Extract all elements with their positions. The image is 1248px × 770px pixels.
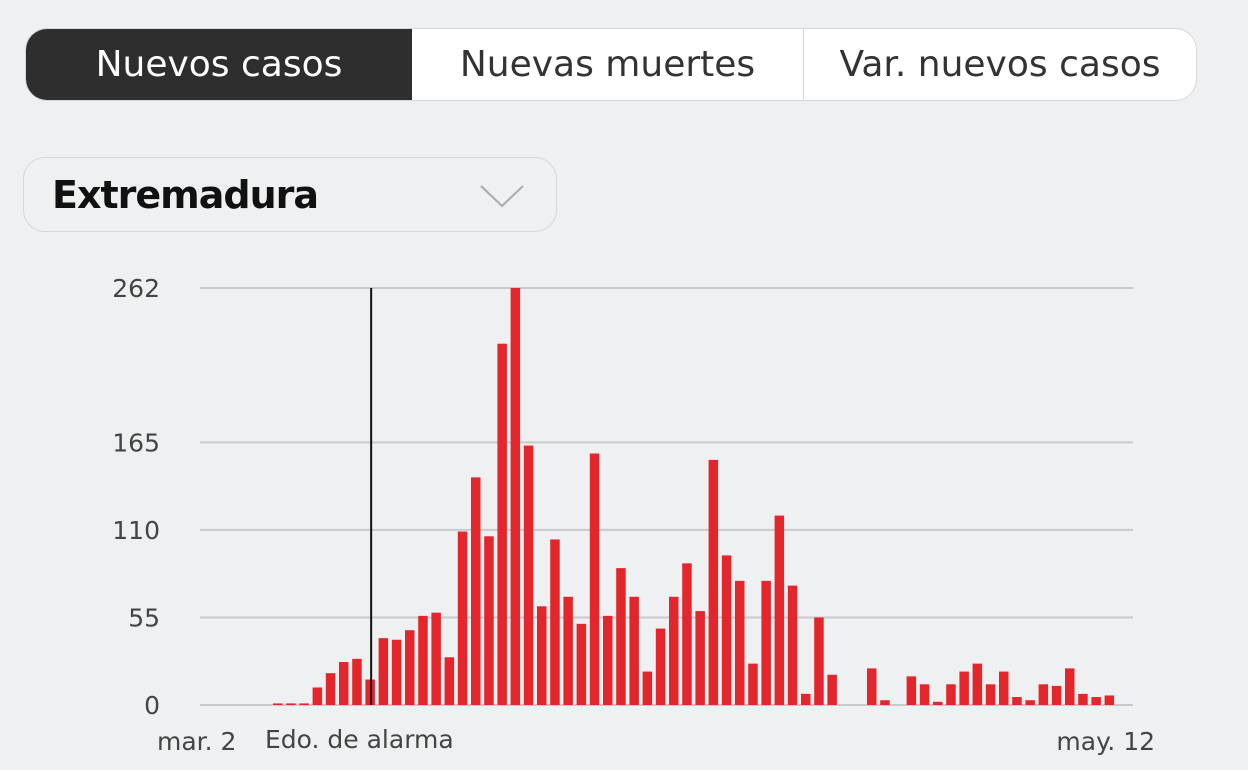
bar <box>391 639 402 705</box>
tab-nuevas-muertes[interactable]: Nuevas muertes <box>412 29 804 100</box>
bar <box>906 676 917 705</box>
bar <box>959 671 969 705</box>
bar <box>999 671 1009 705</box>
y-tick-label: 0 <box>144 691 160 720</box>
bar <box>378 638 389 705</box>
bar <box>655 628 666 705</box>
y-tick-label: 110 <box>112 516 160 545</box>
annotation-label: Edo. de alarma <box>265 725 454 754</box>
bar <box>1025 700 1035 705</box>
bar <box>299 703 309 705</box>
y-tick-label: 165 <box>112 428 160 457</box>
bar <box>603 615 613 705</box>
y-tick-label: 262 <box>112 274 160 303</box>
bar <box>1065 668 1075 705</box>
bar <box>985 684 996 705</box>
bar <box>431 612 441 705</box>
bar <box>510 288 521 705</box>
bar <box>1038 684 1049 705</box>
bar <box>708 459 719 705</box>
bar <box>867 668 877 705</box>
bar <box>537 606 547 705</box>
bar <box>444 657 455 705</box>
x-tick-end: may. 12 <box>1056 727 1155 756</box>
x-tick-start: mar. 2 <box>157 727 236 756</box>
bar <box>774 515 785 705</box>
tab-nuevos-casos[interactable]: Nuevos casos <box>26 29 412 100</box>
bar <box>787 585 798 705</box>
bar <box>312 687 323 705</box>
bar <box>669 596 679 705</box>
bar <box>418 615 428 705</box>
bar <box>827 674 837 705</box>
bar <box>695 611 705 705</box>
bar <box>616 568 626 705</box>
bar <box>484 536 494 705</box>
bar <box>352 658 362 705</box>
bar <box>761 580 771 705</box>
region-select-value: Extremadura <box>52 172 319 217</box>
bar <box>325 673 336 705</box>
bar <box>946 684 956 705</box>
bar <box>523 445 534 705</box>
y-tick-label: 55 <box>128 603 160 632</box>
bar <box>576 623 587 705</box>
bar <box>497 343 507 705</box>
bar <box>286 703 296 705</box>
bar <box>550 539 560 705</box>
bar <box>972 663 983 705</box>
region-select[interactable]: Extremadura <box>23 157 557 232</box>
chevron-down-icon <box>480 185 524 208</box>
bar <box>273 703 283 705</box>
bar <box>933 701 943 705</box>
bar <box>1012 697 1022 705</box>
bar <box>814 617 824 705</box>
bar <box>721 555 732 705</box>
bar <box>471 477 481 705</box>
bar <box>589 453 600 705</box>
bar <box>748 663 758 705</box>
bar <box>1091 697 1101 705</box>
bar <box>1104 695 1115 705</box>
bar <box>880 700 890 705</box>
bar <box>563 596 573 705</box>
bar <box>682 563 692 705</box>
metric-tabs: Nuevos casos Nuevas muertes Var. nuevos … <box>25 28 1197 101</box>
bar <box>642 671 653 705</box>
bar <box>919 684 930 705</box>
bar <box>1078 693 1088 705</box>
bar <box>405 630 415 705</box>
bar <box>457 531 468 705</box>
bar <box>801 693 811 705</box>
bar <box>735 580 745 705</box>
bar <box>629 596 639 705</box>
tab-var-nuevos-casos[interactable]: Var. nuevos casos <box>839 44 1161 85</box>
bar <box>1051 685 1062 705</box>
bar <box>339 662 349 705</box>
